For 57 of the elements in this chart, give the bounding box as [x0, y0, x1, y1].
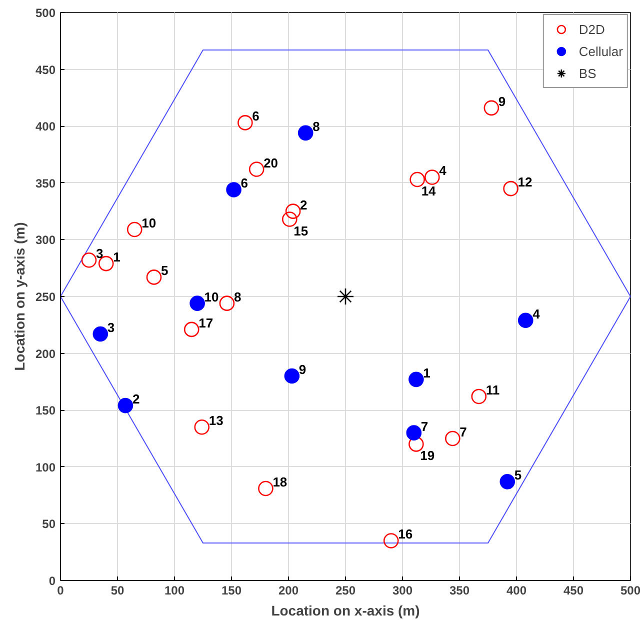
- legend-label: D2D: [578, 22, 605, 36]
- y-tick-label: 200: [35, 346, 56, 361]
- annotation: 6: [240, 176, 248, 191]
- annotation: 15: [294, 223, 308, 238]
- y-tick-label: 0: [48, 574, 56, 588]
- y-tick-label: 400: [35, 120, 56, 134]
- y-tick-label: 300: [35, 233, 56, 248]
- y-axis-title: Location on y-axis (m): [11, 222, 28, 371]
- annotation: 2: [300, 197, 308, 212]
- x-tick-label: 50: [110, 584, 124, 598]
- x-tick-label: 200: [278, 584, 299, 598]
- annotation: 17: [198, 315, 214, 330]
- annotation: 4: [439, 163, 448, 178]
- y-tick-label: 350: [35, 176, 56, 190]
- annotation: 12: [518, 174, 532, 190]
- annotation: 1: [423, 365, 430, 380]
- annotation: 10: [204, 289, 219, 304]
- x-tick-label: 0: [57, 584, 64, 598]
- annotation: 3: [96, 246, 104, 262]
- annotation: 9: [298, 362, 306, 378]
- annotation: 3: [107, 320, 115, 335]
- x-tick-label: 350: [449, 584, 470, 598]
- x-tick-label: 450: [563, 584, 584, 598]
- x-tick-label: 150: [221, 584, 242, 598]
- annotation: 18: [272, 474, 288, 490]
- annotation: 8: [234, 289, 242, 304]
- y-tick-label: 450: [35, 62, 56, 77]
- annotation: 16: [398, 526, 413, 542]
- annotation: 19: [420, 448, 435, 464]
- y-tick-label: 500: [35, 6, 56, 20]
- y-tick-label: 100: [35, 460, 56, 474]
- legend-label: Cellular: [578, 44, 623, 58]
- annotation: 7: [420, 418, 428, 434]
- annotation: 13: [208, 413, 224, 428]
- x-tick-label: 400: [506, 584, 527, 598]
- annotation: 6: [252, 108, 260, 124]
- annotation: 4: [532, 306, 541, 322]
- annotation: 9: [498, 94, 506, 109]
- annotation: 11: [486, 382, 500, 398]
- x-tick-label: 300: [392, 584, 413, 598]
- y-tick-label: 250: [35, 290, 56, 304]
- y-tick-label: 50: [42, 517, 56, 532]
- y-tick-label: 150: [35, 404, 56, 418]
- annotation: 7: [460, 424, 467, 440]
- annotation: 5: [160, 263, 168, 278]
- x-tick-label: 250: [335, 584, 356, 598]
- annotation: 1: [113, 250, 120, 265]
- annotation: 2: [132, 392, 140, 407]
- annotation: 8: [312, 118, 320, 134]
- annotation: 5: [514, 468, 522, 483]
- x-axis-title: Location on x-axis (m): [271, 602, 420, 618]
- x-tick-label: 500: [620, 584, 641, 598]
- legend-label: BS: [578, 66, 598, 80]
- x-tick-label: 100: [164, 584, 185, 598]
- annotation: 14: [421, 183, 437, 198]
- annotation: 20: [264, 155, 278, 170]
- annotation: 10: [142, 215, 156, 230]
